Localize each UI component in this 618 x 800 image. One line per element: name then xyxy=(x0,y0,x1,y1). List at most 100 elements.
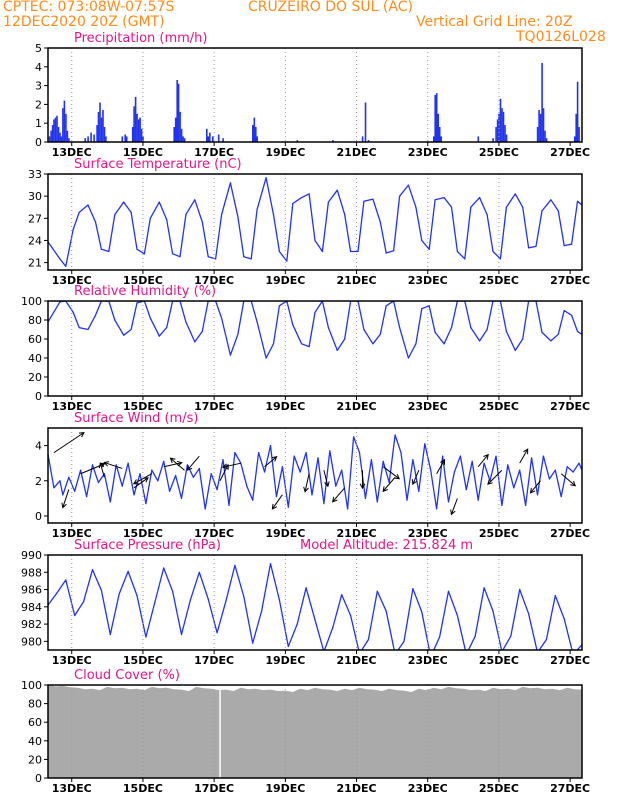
wind-point xyxy=(287,506,289,508)
precip-bar xyxy=(50,130,52,142)
panel-rh: 0 20 40 60 80 100 13DEC 15DEC 17DEC 19DEC 21DEC 23D… xyxy=(21,284,590,413)
wind-point xyxy=(103,473,105,475)
rh-point xyxy=(114,319,116,321)
precip-bar xyxy=(60,136,63,142)
wind-point xyxy=(335,485,337,487)
wind-arrow-shaft xyxy=(436,459,446,474)
wind-arrow-head xyxy=(359,483,366,490)
precip-bar xyxy=(133,106,135,142)
temp-point xyxy=(72,228,74,230)
wind-point xyxy=(91,464,94,466)
wind-point xyxy=(151,469,153,471)
x-tick-label: 27DEC xyxy=(550,782,590,795)
precip-bar xyxy=(501,108,503,142)
temp-point xyxy=(143,253,145,255)
temp-point xyxy=(185,214,187,216)
wind-point xyxy=(412,459,414,461)
wind-point xyxy=(554,469,556,471)
temp-point xyxy=(415,206,417,208)
precip-bar xyxy=(59,132,61,142)
wind-point xyxy=(382,460,384,462)
x-tick-label: 21DEC xyxy=(337,146,377,159)
pressure-point xyxy=(243,595,245,598)
y-tick-label: 20 xyxy=(28,371,42,384)
precip-bar xyxy=(99,102,101,142)
precip-bar xyxy=(63,100,66,142)
pressure-point xyxy=(56,592,58,594)
rh-point xyxy=(557,333,559,335)
temp-point xyxy=(563,245,565,247)
precip-bar xyxy=(209,132,211,142)
rh-point xyxy=(292,324,294,326)
precip-bar xyxy=(90,132,92,142)
x-tick-label: 13DEC xyxy=(52,654,92,667)
wind-point xyxy=(216,489,218,491)
pressure-point xyxy=(163,567,165,569)
wind-arrow-head xyxy=(303,486,309,493)
rh-point xyxy=(541,331,543,333)
wind-point xyxy=(347,508,349,510)
y-tick-label: 980 xyxy=(21,635,42,648)
pressure-point xyxy=(421,611,423,613)
temp-point xyxy=(229,182,231,184)
temp-point xyxy=(78,211,80,213)
x-tick-label: 23DEC xyxy=(408,146,448,159)
wind-arrow-head xyxy=(332,496,338,503)
station-coordinates: CPTEC: 073:08W-07:57S xyxy=(3,0,175,15)
wind-point xyxy=(180,497,183,499)
pressure-series-line xyxy=(48,562,582,650)
wind-arrow-shaft xyxy=(382,476,396,492)
rh-point xyxy=(256,321,258,323)
wind-arrow-head xyxy=(487,479,493,485)
rh-series-line xyxy=(48,301,582,359)
rh-point xyxy=(399,327,401,329)
wind-point xyxy=(513,487,515,489)
temp-point xyxy=(179,256,181,258)
precip-bar xyxy=(87,136,89,142)
precip-bar xyxy=(48,136,51,142)
wind-point xyxy=(281,466,283,468)
wind-point xyxy=(353,436,355,438)
data-layer xyxy=(48,177,582,267)
x-tick-label: 23DEC xyxy=(408,274,448,287)
wind-point xyxy=(299,471,301,473)
temp-point xyxy=(434,199,436,201)
pressure-point xyxy=(456,614,458,617)
wind-arrow-shaft xyxy=(519,448,529,464)
temp-point xyxy=(450,206,453,208)
x-tick-label: 19DEC xyxy=(265,782,305,795)
panel-title: Surface Temperature (nC) xyxy=(74,157,242,172)
wind-arrow-shaft xyxy=(530,480,541,494)
wind-point xyxy=(548,478,551,480)
temp-point xyxy=(108,250,110,253)
pressure-point xyxy=(145,636,147,638)
precip-bar xyxy=(206,128,208,142)
precip-bar xyxy=(252,125,254,142)
precip-bar xyxy=(137,119,140,142)
pressure-point xyxy=(545,639,548,641)
precip-bar xyxy=(496,119,499,142)
y-tick-label: 0 xyxy=(35,390,42,403)
rh-point xyxy=(421,308,423,310)
precip-bar xyxy=(66,130,69,142)
x-tick-label: 23DEC xyxy=(408,782,448,795)
precip-bar xyxy=(256,136,258,142)
wind-arrow-head xyxy=(186,465,193,471)
x-tick-label: 21DEC xyxy=(337,527,377,540)
rh-point xyxy=(563,309,565,312)
rh-point xyxy=(379,333,381,335)
precip-bar xyxy=(177,83,180,142)
pressure-point xyxy=(492,610,494,612)
precip-bar xyxy=(255,127,257,142)
y-tick-label: 40 xyxy=(28,735,42,748)
precip-bar xyxy=(140,128,143,142)
wind-series-line xyxy=(48,434,582,510)
wind-point xyxy=(436,508,438,510)
temp-point xyxy=(379,221,381,223)
wind-point xyxy=(489,480,491,482)
x-tick-label: 15DEC xyxy=(123,400,163,413)
pressure-point xyxy=(136,595,138,597)
y-tick-label: 984 xyxy=(21,601,42,614)
precip-bar xyxy=(434,95,436,142)
temp-point xyxy=(292,202,294,205)
